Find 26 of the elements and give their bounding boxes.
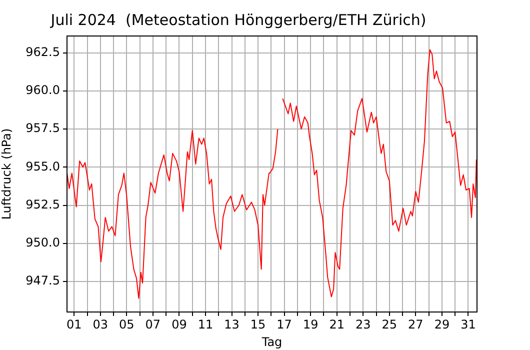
x-tick-label: 15 xyxy=(250,317,266,332)
x-tick-label: 09 xyxy=(172,317,187,332)
y-axis-title: Luftdruck (hPa) xyxy=(0,128,14,220)
y-tick-label: 952.5 xyxy=(26,197,60,212)
x-tick-label: 21 xyxy=(329,317,345,332)
y-tick-label: 955.0 xyxy=(26,159,60,174)
x-tick-label: 01 xyxy=(66,317,82,332)
y-tick-label: 962.5 xyxy=(26,44,60,59)
y-tick-label: 957.5 xyxy=(26,121,60,136)
x-tick-label: 25 xyxy=(382,317,398,332)
chart-title: Juli 2024 (Meteostation Hönggerberg/ETH Zürich) xyxy=(50,10,426,29)
x-tick-label: 19 xyxy=(302,317,318,332)
x-tick-label: 11 xyxy=(198,317,214,332)
x-tick-label: 23 xyxy=(356,317,371,332)
x-tick-label: 27 xyxy=(408,317,424,332)
x-tick-label: 29 xyxy=(434,317,450,332)
y-tick-label: 947.5 xyxy=(26,274,60,288)
x-axis-title: Tag xyxy=(260,334,282,349)
x-tick-label: 07 xyxy=(145,317,161,332)
x-tick-label: 03 xyxy=(92,317,108,332)
x-tick-label: 05 xyxy=(119,317,134,332)
y-tick-label: 960.0 xyxy=(26,83,60,98)
y-tick-label: 950.0 xyxy=(26,236,60,250)
x-tick-label: 31 xyxy=(460,317,476,332)
x-tick-label: 13 xyxy=(224,317,240,332)
x-tick-label: 17 xyxy=(276,317,292,332)
